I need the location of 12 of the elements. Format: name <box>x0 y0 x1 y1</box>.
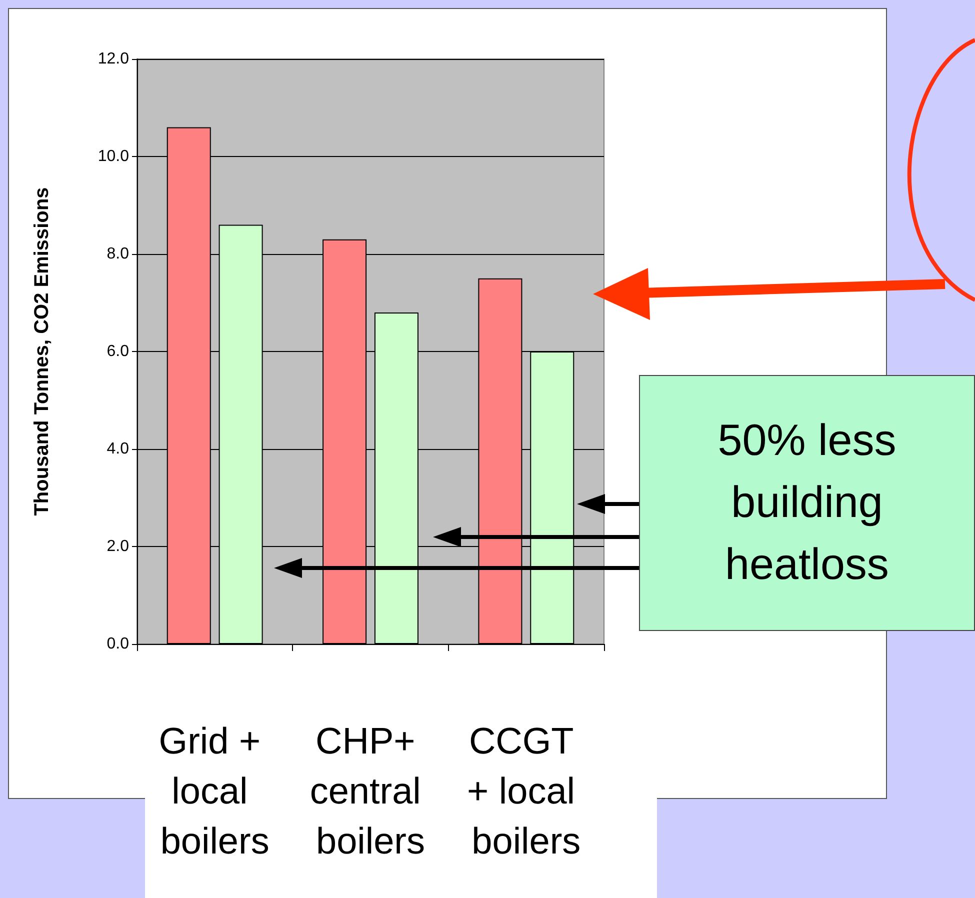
y-tick-label: 2.0 <box>106 538 130 555</box>
y-tick-label: 8.0 <box>106 246 130 262</box>
text: 50% less building heatloss <box>639 375 975 631</box>
y-axis-title: Thousand Tonnes, CO2 Emissions <box>31 187 53 516</box>
y-tick-label: 6.0 <box>106 343 130 360</box>
x-tick-label: CHP+ central boilers <box>310 720 432 862</box>
x-tick-label: Grid + local boilers <box>158 720 271 862</box>
y-tick-label: 12.0 <box>98 50 130 68</box>
x-tick-label: CCGT + local boilers <box>467 720 586 862</box>
y-tick-label: 4.0 <box>106 440 130 458</box>
y-tick-label: 0.0 <box>106 636 130 652</box>
y-tick-label: 10.0 <box>98 148 130 165</box>
